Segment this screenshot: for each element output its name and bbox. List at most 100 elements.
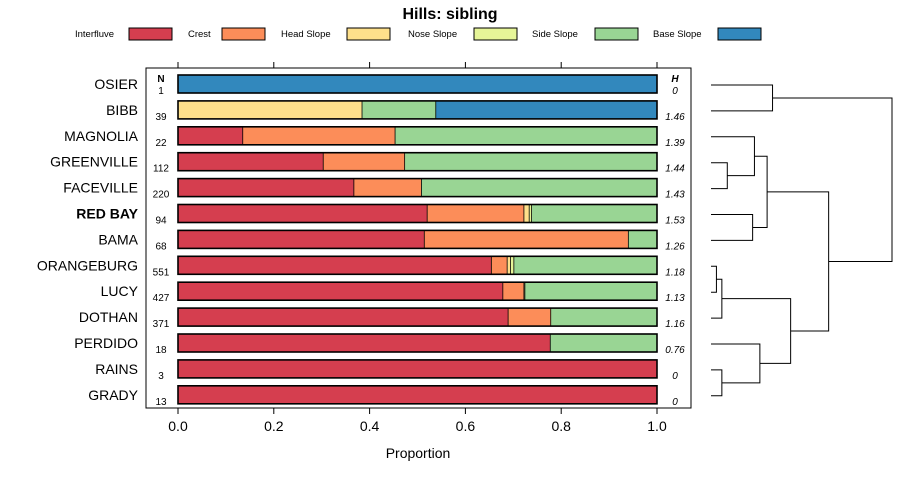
legend-label-base-slope: Base Slope	[653, 29, 702, 40]
h-value-magnolia: 1.39	[665, 138, 685, 149]
legend-swatch-interfluve	[128, 27, 173, 41]
bar-segment-orangeburg-head-slope	[507, 256, 511, 275]
h-value-orangeburg: 1.18	[665, 267, 685, 278]
x-tick-label: 0.2	[264, 418, 284, 434]
bar-segment-lucy-crest	[503, 282, 525, 301]
h-value-rains: 0	[672, 371, 678, 382]
h-value-bama: 1.26	[665, 241, 685, 252]
bar-segment-bibb-side-slope	[362, 100, 437, 119]
bar-outline-orangeburg	[177, 255, 658, 276]
bar-segment-faceville-interfluve	[178, 178, 355, 197]
bar-segment-lucy-side-slope	[525, 282, 657, 301]
bar-segment-red-bay-head-slope	[524, 204, 530, 223]
bar-outline-perdido	[177, 333, 658, 353]
x-tick-label: 0.0	[168, 418, 188, 434]
h-value-grady: 0	[672, 397, 678, 408]
bar-segment-bama-side-slope	[628, 230, 657, 249]
h-value-dothan: 1.16	[665, 319, 685, 330]
bar-segment-grady-interfluve	[178, 385, 657, 404]
bar-segment-red-bay-nose-slope	[529, 204, 532, 223]
dendrogram-link-j	[721, 298, 792, 364]
legend-swatch-crest	[221, 27, 266, 41]
n-count-rains: 3	[158, 371, 164, 382]
y-label-bama: BAMA	[98, 231, 138, 247]
bar-segment-faceville-side-slope	[421, 178, 657, 197]
y-label-dothan: DOTHAN	[79, 309, 138, 325]
bar-outline-magnolia	[177, 126, 658, 146]
bar-outline-dothan	[177, 307, 658, 327]
n-count-magnolia: 22	[155, 138, 167, 149]
bar-segment-bama-interfluve	[178, 230, 425, 249]
y-label-bibb: BIBB	[106, 102, 138, 118]
h-value-greenville: 1.44	[665, 164, 685, 175]
dendrogram	[711, 84, 893, 397]
n-count-osier: 1	[158, 86, 164, 97]
h-value-perdido: 0.76	[665, 345, 685, 356]
bar-segment-perdido-side-slope	[550, 334, 657, 352]
dendrogram-link-l	[772, 97, 893, 262]
n-count-faceville: 220	[153, 190, 170, 201]
y-label-magnolia: MAGNOLIA	[64, 128, 139, 144]
n-count-bama: 68	[155, 241, 167, 252]
dendrogram-link-a	[711, 84, 774, 112]
bar-segment-faceville-crest	[354, 178, 422, 197]
y-label-lucy: LUCY	[101, 283, 139, 299]
bar-segment-orangeburg-crest	[491, 256, 508, 275]
bar-segment-greenville-side-slope	[405, 152, 657, 171]
y-label-greenville: GREENVILLE	[50, 154, 138, 170]
h-column: 0 1.46 1.39 1.44 1.43 1.53 1.26 1.18 1.13 1.16 0.7…	[665, 86, 685, 408]
h-value-osier: 0	[672, 86, 678, 97]
n-count-lucy: 427	[153, 293, 170, 304]
bar-outline-rains	[177, 359, 658, 379]
legend: Interfluve Crest Head Slope Nose Slope Side …	[75, 27, 762, 41]
bar-segment-greenville-interfluve	[178, 152, 324, 171]
bar-segment-dothan-crest	[508, 308, 552, 327]
h-value-red-bay: 1.53	[665, 216, 685, 227]
bar-segment-lucy-interfluve	[178, 282, 504, 301]
y-label-osier: OSIER	[94, 76, 138, 92]
bar-segment-magnolia-interfluve	[178, 126, 244, 145]
legend-label-interfluve: Interfluve	[75, 29, 114, 40]
bar-segment-red-bay-crest	[427, 204, 525, 223]
bar-segment-bama-crest	[424, 230, 629, 249]
y-label-perdido: PERDIDO	[74, 335, 138, 351]
bar-segment-bibb-base-slope	[436, 100, 657, 119]
h-value-lucy: 1.13	[665, 293, 685, 304]
bar-segment-dothan-side-slope	[551, 308, 657, 327]
bars	[177, 74, 658, 405]
bar-outline-greenville	[177, 151, 658, 172]
dendrogram-link-c	[711, 136, 755, 177]
n-count-dothan: 371	[153, 319, 170, 330]
legend-label-nose-slope: Nose Slope	[408, 29, 457, 40]
y-label-faceville: FACEVILLE	[63, 180, 138, 196]
y-label-red-bay: RED BAY	[76, 206, 138, 222]
chart-title: Hills: sibling	[402, 6, 497, 23]
h-value-faceville: 1.43	[665, 190, 685, 201]
bar-outline-lucy	[177, 281, 658, 302]
y-label-rains: RAINS	[95, 361, 138, 377]
y-label-orangeburg: ORANGEBURG	[37, 257, 138, 273]
n-count-red-bay: 94	[155, 216, 167, 227]
h-value-bibb: 1.46	[665, 112, 685, 123]
bar-segment-orangeburg-side-slope	[514, 256, 657, 275]
legend-label-head-slope: Head Slope	[281, 29, 331, 40]
bar-segment-orangeburg-nose-slope	[510, 256, 515, 275]
bar-segment-perdido-interfluve	[178, 334, 551, 352]
dendrogram-link-i	[711, 343, 761, 384]
bar-outline-bama	[177, 229, 658, 250]
bar-segment-magnolia-crest	[243, 126, 396, 145]
bar-segment-red-bay-interfluve	[178, 204, 428, 223]
x-tick-label: 0.6	[456, 418, 476, 434]
bar-segment-magnolia-side-slope	[395, 126, 657, 145]
x-axis: 0.0 0.2 0.4 0.6 0.8 1.0	[168, 62, 667, 434]
n-count-greenville: 112	[153, 164, 169, 175]
y-axis-labels: OSIER BIBB MAGNOLIA GREENVILLE FACEVILLE RED …	[37, 76, 139, 403]
x-axis-label: Proportion	[386, 445, 451, 461]
bar-outline-grady	[177, 384, 658, 405]
bar-segment-orangeburg-interfluve	[178, 256, 492, 275]
bar-outline-bibb	[177, 100, 658, 120]
x-tick-label: 0.4	[360, 418, 380, 434]
dendrogram-link-d	[711, 214, 754, 241]
n-count-bibb: 39	[155, 112, 167, 123]
